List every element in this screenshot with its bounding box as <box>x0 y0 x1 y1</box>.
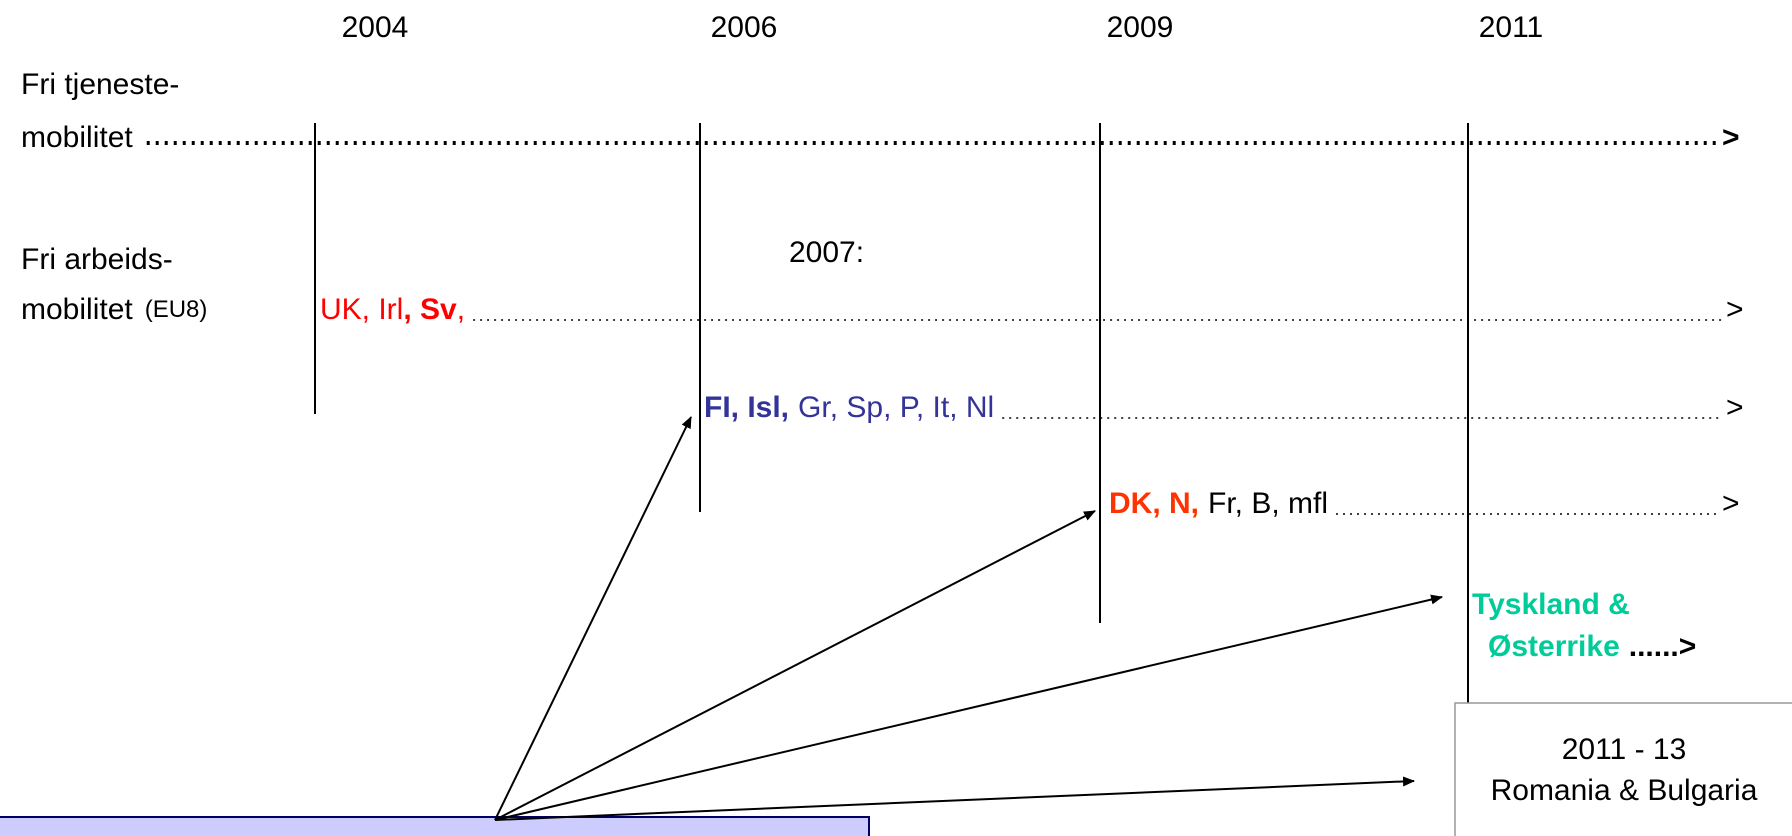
label: mobilitet <box>21 121 133 154</box>
year: 2011 <box>1479 11 1544 44</box>
arrow <box>494 776 1415 821</box>
arrow-end: > <box>1726 293 1744 326</box>
arrow <box>494 594 1443 821</box>
note-box <box>0 816 870 836</box>
arrow <box>494 510 1096 821</box>
arrow-end: > <box>1722 487 1740 520</box>
label: Tyskland & <box>1472 588 1630 621</box>
label: Fri arbeids- <box>21 243 173 276</box>
label: Østerrike ......> <box>1488 630 1696 663</box>
year: 2009 <box>1107 11 1174 44</box>
label: 2007: <box>789 236 864 269</box>
arrow <box>494 416 692 821</box>
box-text: 2011 - 13 <box>1562 733 1687 766</box>
arrow-end: > <box>1726 391 1744 424</box>
label: Fri tjeneste- <box>21 68 179 101</box>
arrow-end: > <box>1722 121 1740 154</box>
label: mobilitet (EU8) <box>21 293 207 326</box>
year: 2006 <box>711 11 778 44</box>
row-text: DK, N, Fr, B, mfl <box>1109 487 1328 520</box>
info-box <box>1454 702 1792 836</box>
row-text: FI, Isl, Gr, Sp, P, It, Nl <box>704 391 994 424</box>
year: 2004 <box>342 11 409 44</box>
box-text: Romania & Bulgaria <box>1491 774 1758 807</box>
row-text: UK, Irl, Sv, <box>320 293 465 326</box>
